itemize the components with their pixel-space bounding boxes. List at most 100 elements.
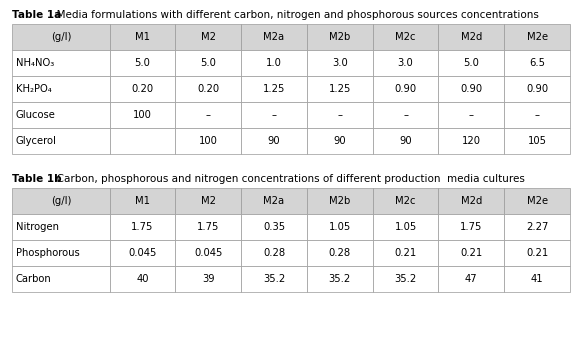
Text: M2: M2 xyxy=(201,32,216,42)
Text: M2c: M2c xyxy=(395,196,416,206)
Text: Nitrogen: Nitrogen xyxy=(16,222,59,232)
Bar xyxy=(307,128,373,154)
Bar xyxy=(307,214,373,240)
Bar xyxy=(504,102,570,128)
Bar xyxy=(12,24,110,50)
Bar xyxy=(504,214,570,240)
Bar xyxy=(110,76,175,102)
Text: 100: 100 xyxy=(133,110,152,120)
Bar xyxy=(12,214,110,240)
Text: Phosphorous: Phosphorous xyxy=(16,248,80,258)
Text: M2e: M2e xyxy=(527,196,548,206)
Text: 0.045: 0.045 xyxy=(128,248,157,258)
Bar xyxy=(110,24,175,50)
Text: 35.2: 35.2 xyxy=(263,274,285,284)
Text: 2.27: 2.27 xyxy=(526,222,549,232)
Bar xyxy=(504,128,570,154)
Text: –: – xyxy=(272,110,276,120)
Text: 105: 105 xyxy=(528,136,547,146)
Bar xyxy=(504,76,570,102)
Text: –: – xyxy=(469,110,474,120)
Text: M2b: M2b xyxy=(329,32,350,42)
Bar xyxy=(373,24,439,50)
Bar xyxy=(307,266,373,292)
Bar xyxy=(12,188,110,214)
Bar xyxy=(175,76,241,102)
Text: Glycerol: Glycerol xyxy=(16,136,57,146)
Bar xyxy=(110,240,175,266)
Text: 90: 90 xyxy=(268,136,280,146)
Bar xyxy=(373,188,439,214)
Bar xyxy=(241,266,307,292)
Text: NH₄NO₃: NH₄NO₃ xyxy=(16,58,54,68)
Bar xyxy=(12,50,110,76)
Text: Carbon: Carbon xyxy=(16,274,52,284)
Bar xyxy=(439,214,504,240)
Bar xyxy=(439,76,504,102)
Text: Table 1b: Table 1b xyxy=(12,174,62,184)
Text: 1.25: 1.25 xyxy=(329,84,351,94)
Bar xyxy=(12,76,110,102)
Bar xyxy=(439,188,504,214)
Bar xyxy=(175,24,241,50)
Bar xyxy=(12,102,110,128)
Text: –: – xyxy=(338,110,342,120)
Text: M1: M1 xyxy=(135,32,150,42)
Bar xyxy=(110,188,175,214)
Bar xyxy=(175,266,241,292)
Bar xyxy=(373,50,439,76)
Text: M1: M1 xyxy=(135,196,150,206)
Text: 0.21: 0.21 xyxy=(460,248,483,258)
Bar xyxy=(110,266,175,292)
Text: 1.05: 1.05 xyxy=(329,222,351,232)
Text: 5.0: 5.0 xyxy=(135,58,150,68)
Bar xyxy=(439,266,504,292)
Bar xyxy=(241,128,307,154)
Text: 40: 40 xyxy=(136,274,149,284)
Bar xyxy=(175,240,241,266)
Bar xyxy=(175,102,241,128)
Text: . Media formulations with different carbon, nitrogen and phosphorous sources con: . Media formulations with different carb… xyxy=(50,10,539,20)
Text: 0.90: 0.90 xyxy=(395,84,417,94)
Text: 5.0: 5.0 xyxy=(464,58,479,68)
Text: (g/l): (g/l) xyxy=(51,32,71,42)
Bar xyxy=(110,50,175,76)
Text: . Carbon, phosphorous and nitrogen concentrations of different production  media: . Carbon, phosphorous and nitrogen conce… xyxy=(50,174,525,184)
Text: 0.35: 0.35 xyxy=(263,222,285,232)
Bar xyxy=(307,188,373,214)
Text: M2e: M2e xyxy=(527,32,548,42)
Text: –: – xyxy=(535,110,540,120)
Bar xyxy=(439,240,504,266)
Text: 6.5: 6.5 xyxy=(529,58,545,68)
Bar xyxy=(504,188,570,214)
Bar xyxy=(307,76,373,102)
Bar xyxy=(12,128,110,154)
Text: M2: M2 xyxy=(201,196,216,206)
Bar xyxy=(12,240,110,266)
Text: M2a: M2a xyxy=(264,32,284,42)
Text: M2d: M2d xyxy=(461,32,482,42)
Text: M2c: M2c xyxy=(395,32,416,42)
Text: 0.90: 0.90 xyxy=(526,84,548,94)
Text: M2b: M2b xyxy=(329,196,350,206)
Bar xyxy=(175,214,241,240)
Text: KH₂PO₄: KH₂PO₄ xyxy=(16,84,52,94)
Bar xyxy=(504,24,570,50)
Text: –: – xyxy=(206,110,211,120)
Bar xyxy=(241,214,307,240)
Text: 1.75: 1.75 xyxy=(460,222,483,232)
Bar xyxy=(307,24,373,50)
Bar xyxy=(12,266,110,292)
Bar xyxy=(373,266,439,292)
Text: Table 1a: Table 1a xyxy=(12,10,61,20)
Bar xyxy=(373,240,439,266)
Text: 0.28: 0.28 xyxy=(263,248,285,258)
Text: 1.75: 1.75 xyxy=(131,222,154,232)
Bar xyxy=(504,50,570,76)
Text: 0.21: 0.21 xyxy=(394,248,417,258)
Bar xyxy=(110,214,175,240)
Bar xyxy=(373,76,439,102)
Bar xyxy=(175,50,241,76)
Text: 35.2: 35.2 xyxy=(329,274,351,284)
Text: 90: 90 xyxy=(399,136,412,146)
